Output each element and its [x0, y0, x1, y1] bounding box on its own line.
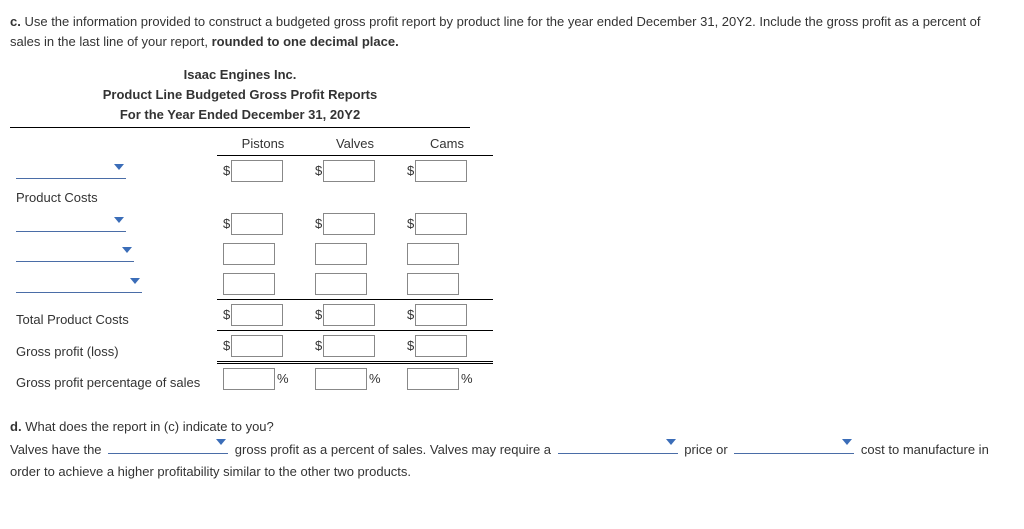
gross-profit-table: Pistons Valves Cams $ $ $ Product Costs …: [10, 132, 493, 394]
dollar-sign: $: [223, 163, 230, 178]
d-sentence-1a: Valves have the: [10, 442, 102, 457]
dollar-sign: $: [223, 338, 230, 353]
revenue-valves-input[interactable]: [323, 160, 375, 182]
cost-line2-dropdown[interactable]: [16, 245, 134, 262]
cost1-valves-input[interactable]: [323, 213, 375, 235]
dollar-sign: $: [407, 163, 414, 178]
product-costs-label: Product Costs: [10, 186, 217, 209]
gp-pct-pistons-input[interactable]: [223, 368, 275, 390]
gp-pct-label: Gross profit percentage of sales: [10, 363, 217, 395]
header-rule: [10, 127, 470, 128]
gp-pistons-input[interactable]: [231, 335, 283, 357]
cost3-pistons-input[interactable]: [223, 273, 275, 295]
instruction-bold: rounded to one decimal place.: [212, 34, 399, 49]
chevron-down-icon: [114, 217, 124, 223]
d-blank-2-dropdown[interactable]: [558, 439, 678, 454]
chevron-down-icon: [842, 439, 852, 445]
total-cost-pistons-input[interactable]: [231, 304, 283, 326]
cost2-valves-input[interactable]: [315, 243, 367, 265]
dollar-sign: $: [223, 307, 230, 322]
col-header-valves: Valves: [309, 132, 401, 156]
revenue-label-dropdown[interactable]: [16, 162, 126, 179]
dollar-sign: $: [223, 216, 230, 231]
cost-line1-dropdown[interactable]: [16, 215, 126, 232]
revenue-cams-input[interactable]: [415, 160, 467, 182]
dollar-sign: $: [407, 216, 414, 231]
percent-sign: %: [369, 371, 381, 386]
cost1-cams-input[interactable]: [415, 213, 467, 235]
revenue-pistons-input[interactable]: [231, 160, 283, 182]
question-d-text: What does the report in (c) indicate to …: [25, 419, 274, 434]
chevron-down-icon: [122, 247, 132, 253]
gp-cams-input[interactable]: [415, 335, 467, 357]
d-sentence-1c: price or: [684, 442, 727, 457]
chevron-down-icon: [130, 278, 140, 284]
dollar-sign: $: [407, 338, 414, 353]
gp-pct-valves-input[interactable]: [315, 368, 367, 390]
report-header: Isaac Engines Inc. Product Line Budgeted…: [10, 65, 470, 125]
cost-line3-dropdown[interactable]: [16, 276, 142, 293]
gross-profit-label: Gross profit (loss): [10, 331, 217, 363]
dollar-sign: $: [315, 216, 322, 231]
percent-sign: %: [461, 371, 473, 386]
d-sentence-1d: cost to manufacture in: [861, 442, 989, 457]
col-header-pistons: Pistons: [217, 132, 309, 156]
percent-sign: %: [277, 371, 289, 386]
company-name: Isaac Engines Inc.: [10, 65, 470, 85]
cost3-valves-input[interactable]: [315, 273, 367, 295]
report-period: For the Year Ended December 31, 20Y2: [10, 105, 470, 125]
col-header-cams: Cams: [401, 132, 493, 156]
chevron-down-icon: [666, 439, 676, 445]
gp-valves-input[interactable]: [323, 335, 375, 357]
question-c-instruction: c. Use the information provided to const…: [10, 12, 1014, 51]
question-d: d. What does the report in (c) indicate …: [10, 416, 1014, 482]
d-sentence-1b: gross profit as a percent of sales. Valv…: [235, 442, 551, 457]
dollar-sign: $: [315, 338, 322, 353]
d-blank-3-dropdown[interactable]: [734, 439, 854, 454]
total-cost-cams-input[interactable]: [415, 304, 467, 326]
d-sentence-2: order to achieve a higher profitability …: [10, 461, 1014, 483]
chevron-down-icon: [114, 164, 124, 170]
question-c-label: c.: [10, 14, 21, 29]
cost2-pistons-input[interactable]: [223, 243, 275, 265]
d-blank-1-dropdown[interactable]: [108, 439, 228, 454]
cost3-cams-input[interactable]: [407, 273, 459, 295]
dollar-sign: $: [315, 163, 322, 178]
cost2-cams-input[interactable]: [407, 243, 459, 265]
total-product-costs-label: Total Product Costs: [10, 300, 217, 331]
cost1-pistons-input[interactable]: [231, 213, 283, 235]
question-d-label: d.: [10, 419, 22, 434]
dollar-sign: $: [315, 307, 322, 322]
total-cost-valves-input[interactable]: [323, 304, 375, 326]
gp-pct-cams-input[interactable]: [407, 368, 459, 390]
dollar-sign: $: [407, 307, 414, 322]
report-title: Product Line Budgeted Gross Profit Repor…: [10, 85, 470, 105]
chevron-down-icon: [216, 439, 226, 445]
instruction-text: Use the information provided to construc…: [10, 14, 981, 49]
